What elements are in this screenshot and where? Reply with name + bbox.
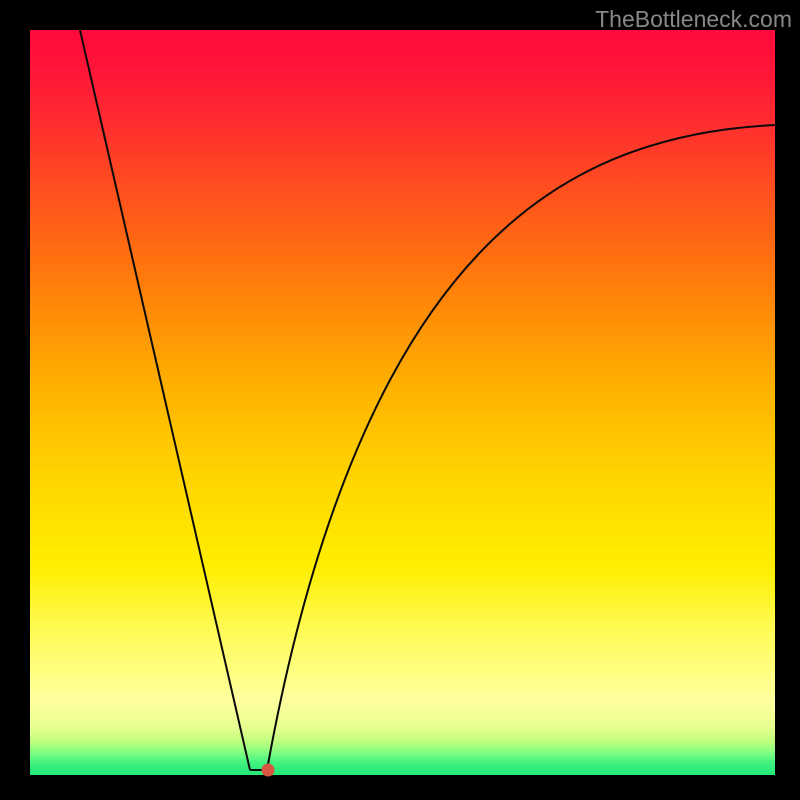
optimal-point-marker [262, 764, 275, 777]
curve-left-branch [80, 30, 250, 770]
bottleneck-curve [30, 30, 775, 775]
watermark-text: TheBottleneck.com [595, 6, 792, 33]
chart-plot-area [30, 30, 775, 775]
curve-right-branch [267, 125, 775, 770]
